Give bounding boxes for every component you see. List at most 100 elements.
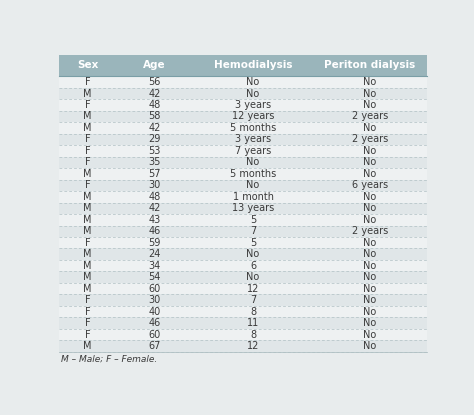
Bar <box>59 306 427 317</box>
Text: 46: 46 <box>149 226 161 236</box>
Text: No: No <box>363 192 376 202</box>
Text: 3 years: 3 years <box>235 100 271 110</box>
Text: M: M <box>83 283 92 294</box>
Text: F: F <box>85 330 91 339</box>
Bar <box>59 134 427 145</box>
Text: 12: 12 <box>247 341 259 351</box>
Bar <box>59 122 427 134</box>
Text: No: No <box>246 157 260 167</box>
Text: 5 months: 5 months <box>230 169 276 179</box>
Text: 60: 60 <box>149 283 161 294</box>
Text: No: No <box>363 272 376 282</box>
Bar <box>59 111 427 122</box>
Text: F: F <box>85 238 91 248</box>
Text: No: No <box>363 157 376 167</box>
Bar <box>59 191 427 203</box>
Text: No: No <box>363 123 376 133</box>
Text: 58: 58 <box>148 112 161 122</box>
Text: No: No <box>363 203 376 213</box>
Text: 67: 67 <box>148 341 161 351</box>
Text: 13 years: 13 years <box>232 203 274 213</box>
Text: Periton dialysis: Periton dialysis <box>324 61 415 71</box>
Text: No: No <box>363 238 376 248</box>
Text: 6: 6 <box>250 261 256 271</box>
Text: No: No <box>363 295 376 305</box>
Text: 12 years: 12 years <box>232 112 274 122</box>
Text: No: No <box>363 100 376 110</box>
Text: 42: 42 <box>148 203 161 213</box>
Text: 24: 24 <box>148 249 161 259</box>
Text: F: F <box>85 318 91 328</box>
Bar <box>59 237 427 249</box>
Text: 48: 48 <box>149 192 161 202</box>
Text: M: M <box>83 261 92 271</box>
Bar <box>59 260 427 271</box>
Text: No: No <box>363 283 376 294</box>
Text: M: M <box>83 123 92 133</box>
Text: 57: 57 <box>148 169 161 179</box>
Bar <box>59 180 427 191</box>
Text: F: F <box>85 181 91 190</box>
Text: M: M <box>83 192 92 202</box>
Text: No: No <box>363 249 376 259</box>
Bar <box>59 55 427 76</box>
Text: 54: 54 <box>148 272 161 282</box>
Bar <box>59 145 427 157</box>
Text: 43: 43 <box>149 215 161 225</box>
Text: No: No <box>363 261 376 271</box>
Bar <box>59 283 427 294</box>
Text: 5: 5 <box>250 215 256 225</box>
Text: 60: 60 <box>149 330 161 339</box>
Text: 6 years: 6 years <box>352 181 388 190</box>
Bar <box>59 157 427 168</box>
Text: 42: 42 <box>148 123 161 133</box>
Text: 5 months: 5 months <box>230 123 276 133</box>
Text: No: No <box>363 169 376 179</box>
Text: M: M <box>83 215 92 225</box>
Text: 11: 11 <box>247 318 259 328</box>
Text: M: M <box>83 203 92 213</box>
Text: 8: 8 <box>250 307 256 317</box>
Text: 2 years: 2 years <box>352 112 388 122</box>
Text: 7: 7 <box>250 295 256 305</box>
Text: No: No <box>246 88 260 98</box>
Text: No: No <box>363 307 376 317</box>
Text: F: F <box>85 146 91 156</box>
Text: 3 years: 3 years <box>235 134 271 144</box>
Text: No: No <box>363 88 376 98</box>
Bar <box>59 99 427 111</box>
Text: F: F <box>85 157 91 167</box>
Text: 2 years: 2 years <box>352 134 388 144</box>
Text: F: F <box>85 307 91 317</box>
Text: 8: 8 <box>250 330 256 339</box>
Text: M: M <box>83 341 92 351</box>
Text: 12: 12 <box>247 283 259 294</box>
Text: No: No <box>246 272 260 282</box>
Text: No: No <box>246 181 260 190</box>
Text: 40: 40 <box>149 307 161 317</box>
Text: 7 years: 7 years <box>235 146 271 156</box>
Text: 56: 56 <box>148 77 161 87</box>
Text: 35: 35 <box>148 157 161 167</box>
Text: No: No <box>363 318 376 328</box>
Text: M: M <box>83 272 92 282</box>
Bar <box>59 317 427 329</box>
Text: No: No <box>363 330 376 339</box>
Text: No: No <box>363 146 376 156</box>
Text: No: No <box>246 249 260 259</box>
Text: 30: 30 <box>149 181 161 190</box>
Text: 42: 42 <box>148 88 161 98</box>
Bar <box>59 340 427 352</box>
Text: M: M <box>83 169 92 179</box>
Text: 53: 53 <box>148 146 161 156</box>
Text: 30: 30 <box>149 295 161 305</box>
Bar <box>59 294 427 306</box>
Text: M: M <box>83 88 92 98</box>
Text: No: No <box>363 341 376 351</box>
Bar <box>59 249 427 260</box>
Bar <box>59 329 427 340</box>
Text: 48: 48 <box>149 100 161 110</box>
Text: M: M <box>83 226 92 236</box>
Text: 34: 34 <box>149 261 161 271</box>
Text: M – Male; F – Female.: M – Male; F – Female. <box>61 354 157 363</box>
